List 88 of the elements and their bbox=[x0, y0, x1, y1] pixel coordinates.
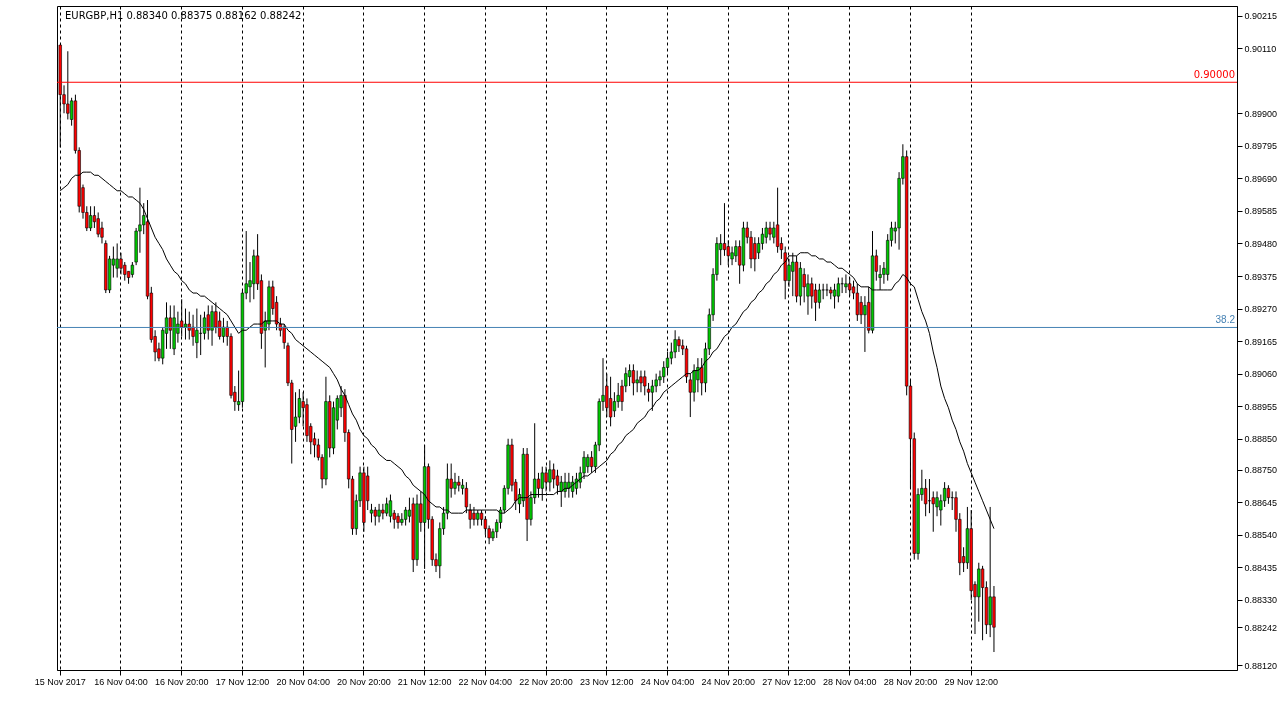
y-tick-label: 0.88750 bbox=[1244, 465, 1278, 476]
candlestick bbox=[377, 503, 381, 523]
candlestick bbox=[453, 472, 457, 496]
candlestick bbox=[88, 205, 93, 232]
x-tick-label: 28 Nov 04:00 bbox=[822, 676, 877, 687]
x-tick-label: 20 Nov 04:00 bbox=[276, 676, 330, 687]
y-tick-label: 0.88330 bbox=[1244, 595, 1278, 606]
candlestick bbox=[813, 283, 818, 322]
candlestick bbox=[946, 484, 951, 505]
y-tick-label: 0.89585 bbox=[1244, 206, 1278, 217]
y-tick-label: 0.89795 bbox=[1244, 141, 1278, 152]
annotation: 38.2 bbox=[1215, 314, 1236, 326]
candlestick bbox=[635, 370, 639, 393]
ref-line-label: 0.90000 bbox=[1193, 69, 1235, 81]
candlestick bbox=[548, 459, 552, 492]
x-tick-label: 24 Nov 04:00 bbox=[640, 676, 695, 687]
x-tick-label: 16 Nov 04:00 bbox=[94, 676, 148, 687]
x-tick-label: 28 Nov 20:00 bbox=[883, 676, 938, 687]
x-tick-label: 24 Nov 20:00 bbox=[701, 676, 756, 687]
y-tick-label: 0.88645 bbox=[1244, 497, 1278, 508]
candlestick bbox=[385, 497, 389, 517]
x-tick-label: 29 Nov 12:00 bbox=[944, 676, 998, 687]
candlestick bbox=[388, 494, 393, 523]
candlestick bbox=[373, 506, 377, 527]
candlestick bbox=[817, 283, 821, 310]
y-tick-label: 0.89270 bbox=[1244, 304, 1278, 315]
candlestick bbox=[677, 335, 681, 353]
candlestick bbox=[927, 478, 932, 514]
candlestick bbox=[381, 503, 385, 520]
candlestick bbox=[722, 202, 727, 257]
candlestick bbox=[195, 308, 199, 359]
x-tick-label: 15 Nov 2017 bbox=[34, 676, 86, 687]
candlestick bbox=[863, 295, 867, 353]
y-tick-label: 0.90110 bbox=[1244, 43, 1277, 54]
y-tick-label: 0.89165 bbox=[1244, 336, 1278, 347]
candlestick bbox=[168, 304, 172, 350]
y-tick-label: 0.88120 bbox=[1244, 660, 1278, 671]
candlestick bbox=[855, 283, 859, 322]
y-tick-label: 0.89480 bbox=[1244, 238, 1278, 249]
candlestick bbox=[206, 304, 210, 341]
candlestick bbox=[183, 308, 188, 341]
candlestick bbox=[734, 239, 738, 263]
x-tick-label: 22 Nov 04:00 bbox=[458, 676, 513, 687]
y-tick-label: 0.89060 bbox=[1244, 369, 1278, 380]
y-tick-label: 0.88435 bbox=[1244, 562, 1278, 573]
candlestick bbox=[639, 370, 643, 393]
candlestick bbox=[199, 314, 203, 356]
candlestick bbox=[791, 252, 795, 297]
y-tick-label: 0.88955 bbox=[1244, 401, 1278, 412]
candlestick bbox=[115, 242, 119, 279]
candlestick bbox=[567, 472, 571, 499]
x-tick-label: 21 Nov 12:00 bbox=[397, 676, 452, 687]
candlestick bbox=[924, 478, 928, 517]
x-tick-label: 16 Nov 20:00 bbox=[154, 676, 209, 687]
candlestick bbox=[612, 391, 617, 418]
candlestick bbox=[753, 236, 757, 272]
x-tick-label: 22 Nov 20:00 bbox=[519, 676, 573, 687]
chart-title: EURGBP,H1 0.88340 0.88375 0.88162 0.88242 bbox=[65, 10, 302, 21]
candlestick bbox=[472, 506, 476, 527]
candlestick bbox=[650, 379, 654, 412]
candlestick bbox=[627, 363, 632, 387]
y-tick-label: 0.89900 bbox=[1244, 108, 1278, 119]
candlestick bbox=[631, 363, 635, 396]
y-tick-label: 0.88242 bbox=[1244, 622, 1278, 633]
candlestick bbox=[825, 283, 829, 297]
x-tick-label: 27 Nov 12:00 bbox=[762, 676, 816, 687]
candlestick bbox=[563, 472, 567, 499]
candlestick bbox=[608, 376, 613, 427]
y-tick-label: 0.90215 bbox=[1244, 11, 1278, 22]
candlestick bbox=[586, 453, 590, 474]
y-tick-label: 0.89375 bbox=[1244, 271, 1278, 282]
candlestick bbox=[540, 466, 544, 502]
candlestick bbox=[536, 472, 541, 499]
x-tick-label: 20 Nov 20:00 bbox=[337, 676, 391, 687]
candlestick bbox=[396, 512, 400, 530]
candlestick bbox=[571, 475, 575, 499]
x-tick-label: 17 Nov 12:00 bbox=[215, 676, 270, 687]
y-tick-label: 0.89690 bbox=[1244, 173, 1278, 184]
x-tick-label: 23 Nov 12:00 bbox=[580, 676, 634, 687]
candlestick bbox=[221, 317, 226, 344]
candlestick bbox=[210, 304, 214, 347]
candlestick bbox=[942, 481, 947, 508]
candlestick bbox=[768, 221, 772, 241]
candlestick bbox=[218, 311, 222, 341]
y-tick-label: 0.88850 bbox=[1244, 434, 1278, 445]
y-tick-label: 0.88540 bbox=[1244, 530, 1278, 541]
candlestick bbox=[772, 221, 776, 244]
candlestick bbox=[844, 273, 848, 294]
